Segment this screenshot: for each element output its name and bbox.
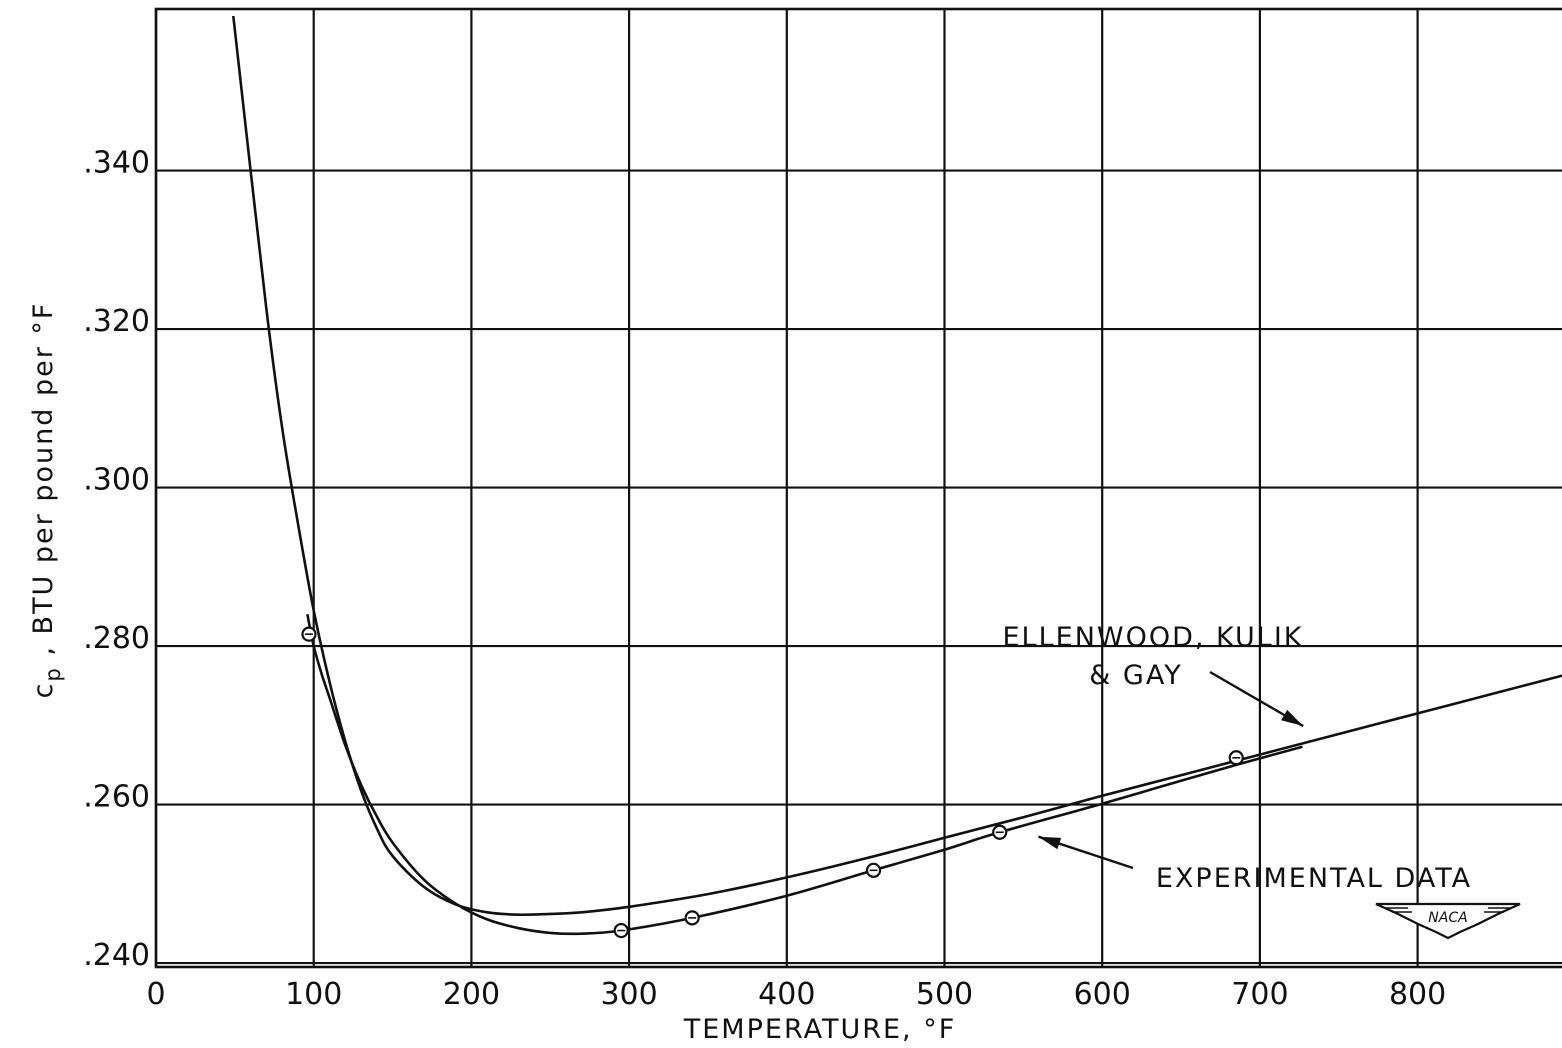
- annotation-ellenwood-line2: & GAY: [1089, 660, 1182, 691]
- x-tick-label: 600: [1074, 977, 1131, 1012]
- annotation-experimental: EXPERIMENTAL DATA: [1038, 835, 1472, 894]
- x-tick-label: 800: [1389, 977, 1446, 1012]
- y-tick-label: .240: [83, 938, 150, 973]
- data-point: [301, 626, 317, 642]
- y-axis-title-rest: , BTU per pound per °F: [28, 302, 59, 667]
- naca-logo: NACA: [1375, 902, 1521, 940]
- y-axis-title: cp , BTU per pound per °F: [28, 302, 65, 699]
- x-axis-title: TEMPERATURE, °F: [683, 1014, 957, 1045]
- y-axis-title-main: c: [28, 682, 59, 699]
- data-point: [992, 824, 1008, 840]
- annotation-ellenwood: ELLENWOOD, KULIK & GAY: [1002, 622, 1304, 728]
- data-point: [613, 922, 629, 939]
- series-line-ellenwood: [232, 15, 1562, 917]
- data-point: [865, 862, 882, 878]
- x-tick-label: 300: [600, 977, 657, 1012]
- plot-frame: [154, 7, 1562, 969]
- x-tick-label: 500: [916, 977, 973, 1012]
- x-tick-label: 400: [758, 977, 815, 1012]
- data-point: [1228, 750, 1244, 766]
- y-tick-labels: .240 .260 .280 .300 .320 .340: [83, 146, 150, 973]
- y-tick-label: .320: [83, 304, 150, 339]
- annotation-ellenwood-arrowhead: [1281, 709, 1304, 727]
- curves: [232, 15, 1562, 936]
- x-tick-label: 700: [1231, 977, 1288, 1012]
- data-point: [684, 910, 700, 926]
- y-tick-label: .260: [83, 780, 150, 815]
- y-tick-label: .340: [83, 146, 150, 181]
- x-tick-label: 200: [443, 977, 500, 1012]
- x-tick-labels: 0 100 200 300 400 500 600 700 800: [146, 977, 1446, 1012]
- data-markers: [301, 626, 1244, 939]
- annotation-ellenwood-line1: ELLENWOOD, KULIK: [1002, 622, 1303, 653]
- annotation-experimental-arrowhead: [1038, 836, 1062, 850]
- x-tick-label: 0: [146, 977, 165, 1012]
- y-tick-label: .300: [83, 463, 150, 498]
- grid-lines: [154, 9, 1562, 967]
- y-axis-title-sub: p: [41, 666, 65, 681]
- y-tick-label: .280: [83, 621, 150, 656]
- annotation-experimental-label: EXPERIMENTAL DATA: [1156, 863, 1472, 894]
- series-line-experimental: [306, 614, 1303, 936]
- naca-logo-text: NACA: [1428, 910, 1467, 926]
- x-tick-label: 100: [285, 977, 342, 1012]
- naca-logo-feathers: [1384, 907, 1512, 913]
